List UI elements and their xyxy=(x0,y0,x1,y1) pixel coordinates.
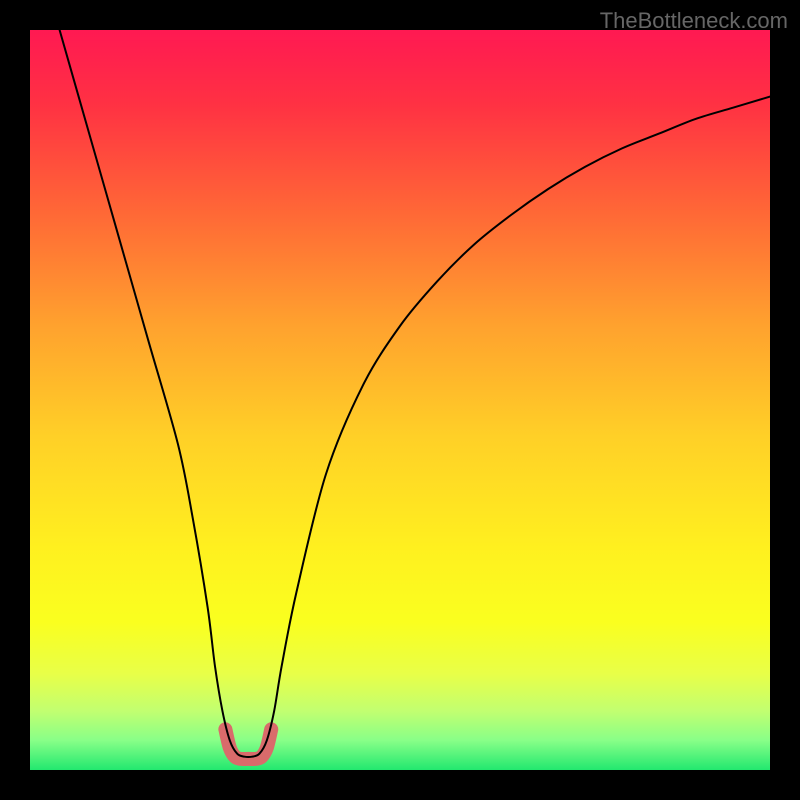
bottleneck-chart xyxy=(30,30,770,770)
watermark-text: TheBottleneck.com xyxy=(600,8,788,34)
chart-svg xyxy=(30,30,770,770)
chart-background xyxy=(30,30,770,770)
